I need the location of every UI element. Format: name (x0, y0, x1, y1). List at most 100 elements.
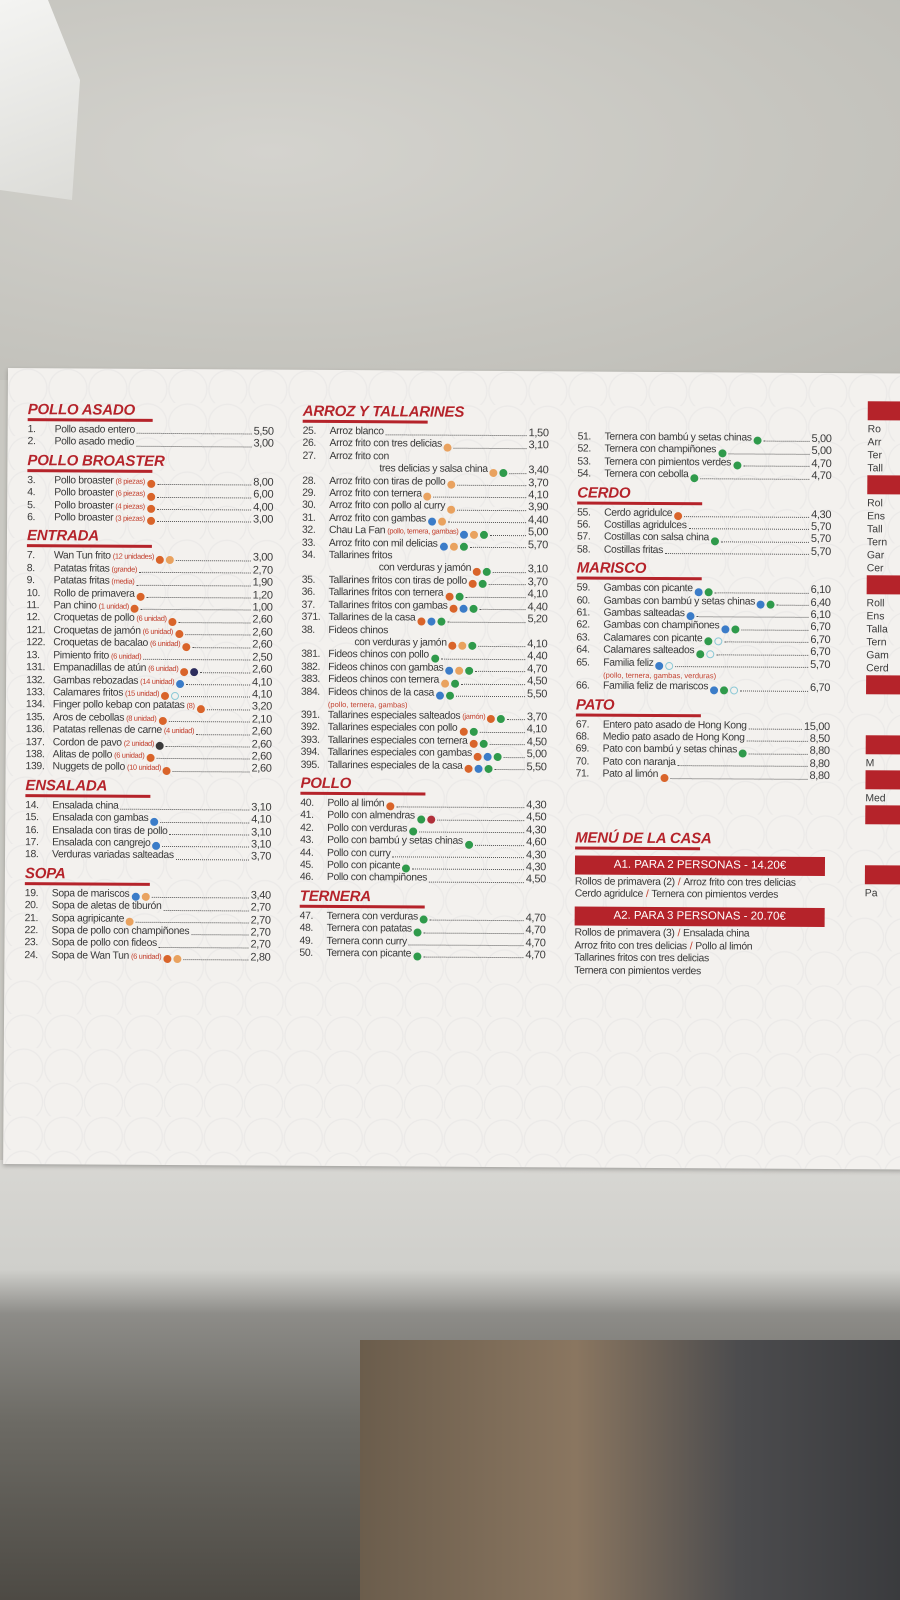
item-name: Arroz frito con ternera (329, 487, 422, 500)
item-name: Tallarines fritos (328, 550, 393, 562)
item-name: Ternera con picante (326, 947, 412, 960)
soy-icon (430, 654, 439, 663)
item-number: 49. (299, 935, 313, 947)
dot-leader (396, 806, 525, 809)
dot-leader (748, 728, 803, 730)
egg-icon (423, 492, 432, 502)
egg-icon (489, 468, 498, 477)
item-price: 1,20 (252, 589, 273, 602)
item-price: 4,10 (526, 723, 547, 736)
item-number: 41. (300, 810, 314, 822)
item-number: 5. (27, 499, 36, 511)
fried-icon (445, 592, 454, 601)
dot-leader (173, 770, 250, 773)
item-price: 4,70 (525, 924, 546, 937)
item-number: 15. (25, 812, 39, 824)
item-price: 3,00 (253, 513, 274, 526)
dot-leader (696, 616, 809, 619)
item-name: Gambas con bambú y setas chinas (603, 595, 756, 608)
shellfish-icon (150, 817, 159, 826)
item-note: (4 unidad) (163, 726, 195, 736)
item-name: Arroz frito con pollo al curry (329, 500, 446, 513)
fish-icon (190, 667, 199, 676)
dot-leader (156, 758, 250, 760)
item-number: 26. (302, 438, 316, 450)
item-price: 6,70 (810, 633, 831, 646)
dot-leader (716, 654, 809, 656)
dot-leader (169, 833, 250, 836)
dot-leader (423, 956, 524, 959)
item-note: (6 unidad) (110, 651, 142, 661)
item-note: (8) (186, 701, 195, 711)
dot-leader (748, 753, 808, 755)
fried-icon (473, 567, 482, 576)
egg-icon (173, 955, 182, 964)
combo-line: Cerdo agridulce / Ternera con pimientos ve… (575, 888, 829, 902)
item-number: 134. (25, 699, 45, 711)
item-note: (pollo, ternera, gambas) (387, 526, 459, 537)
item-name: Arroz frito con mil delicias (328, 537, 438, 550)
section-title: POLLO ASADO (27, 401, 136, 419)
item-name: Sopa de pollo con fideos (51, 937, 157, 950)
combo-dish: Ensalada china (683, 928, 750, 940)
soy-icon (499, 468, 508, 477)
dot-leader (156, 521, 252, 523)
item-number: 63. (576, 632, 590, 644)
item-price: 5,70 (527, 538, 548, 551)
item-number: 11. (26, 600, 40, 612)
clipped-text: Tern (866, 637, 887, 649)
section-underline (575, 712, 701, 717)
item-name: Pollo broaster (54, 487, 114, 499)
combo-dish: Ternera con pimientos verdes (574, 965, 701, 977)
soy-icon (479, 740, 488, 749)
item-name: Croquetas de pollo (53, 612, 135, 625)
item-price: 2,60 (251, 750, 272, 763)
soy-icon (469, 604, 478, 613)
item-price: 4,70 (811, 457, 832, 470)
item-note: (10 unidad) (126, 763, 162, 773)
soy-icon (419, 915, 428, 924)
item-number: 67. (575, 718, 590, 731)
soy-icon (766, 600, 776, 609)
dot-leader (724, 641, 809, 644)
dot-leader (136, 921, 249, 924)
clipped-text: Cer (866, 563, 884, 575)
fried-icon (130, 605, 139, 614)
dot-leader (447, 621, 526, 623)
item-name: Sopa de pollo con champiñones (51, 925, 190, 938)
item-price: 4,10 (527, 638, 548, 651)
item-number: 32. (301, 525, 316, 537)
item-name: Patatas rellenas de carne (52, 724, 162, 737)
clipped-text: Rol (867, 498, 883, 510)
item-name: Calamares con picante (603, 632, 703, 645)
menu-item: 139. Nuggets de pollo (10 unidad) 2,60 (26, 761, 272, 775)
shellfish-icon (176, 679, 185, 688)
dot-leader (156, 484, 252, 486)
item-name: Calamares fritos (52, 687, 124, 699)
item-number: 13. (26, 649, 40, 661)
item-number: 22. (24, 925, 39, 937)
dot-leader (455, 695, 525, 698)
dot-leader (196, 733, 250, 736)
item-name: Gambas con champiñones (603, 620, 720, 632)
item-number: 23. (24, 937, 38, 949)
menu-item: 71. Pato al limón 8,80 (575, 769, 829, 783)
item-number: 48. (299, 923, 314, 935)
item-name: Empanadillas de atún (53, 662, 147, 674)
separator: / (645, 888, 649, 900)
section-title: ENTRADA (26, 527, 99, 545)
fried-icon (168, 617, 177, 626)
item-number: 17. (25, 837, 39, 849)
item-number: 25. (302, 425, 317, 437)
mollusc-icon (730, 685, 739, 694)
item-number: 382. (301, 661, 321, 673)
item-name: Familia feliz de mariscos (603, 680, 709, 693)
dot-leader (136, 433, 252, 435)
dot-leader (465, 596, 526, 598)
item-price: 5,00 (527, 526, 549, 539)
soy-icon (402, 864, 411, 873)
menu-item: 6. Pollo broaster (3 piezas) 3,00 (27, 512, 273, 526)
item-number: 2. (27, 436, 36, 448)
item-number: 68. (575, 731, 590, 743)
item-name: Gambas salteadas (603, 607, 685, 620)
